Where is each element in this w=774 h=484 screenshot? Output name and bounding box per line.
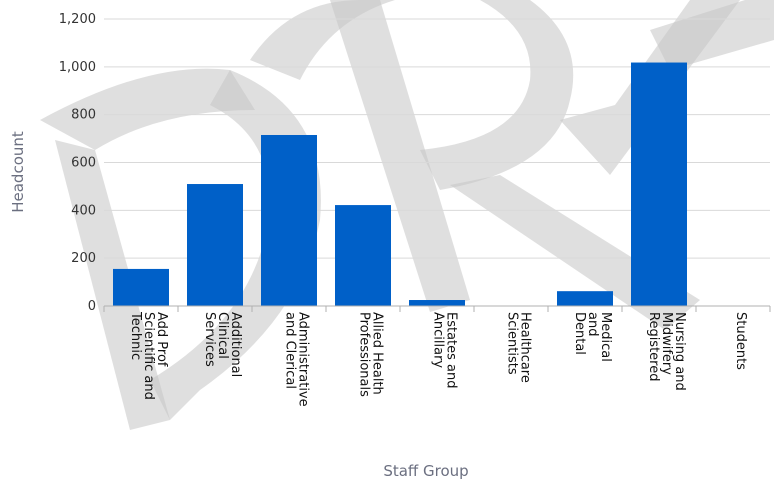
x-category-label-line: and [585,312,600,336]
x-axis-title: Staff Group [383,462,468,480]
bar[interactable] [335,205,391,306]
x-category-label-line: Clinical [215,312,230,359]
bars [113,62,687,306]
x-category-label-line: Ancillary [431,312,446,368]
y-tick-label: 1,200 [59,12,96,27]
x-category-label: Students [733,312,748,370]
bar[interactable] [261,134,317,306]
y-tick-label: 600 [71,156,96,171]
x-category-label-line: Professionals [357,312,372,397]
y-axis-title: Headcount [9,131,27,213]
axes [103,305,771,312]
x-category-label-line: Estates and [444,312,459,389]
bar[interactable] [631,62,687,306]
x-category-label-line: Allied Health [370,312,385,395]
y-tick-label: 800 [71,108,96,123]
bar[interactable] [113,268,169,306]
x-category-label-line: Nursing and [672,312,687,391]
x-category-label-line: Students [733,312,748,370]
x-category-label-line: Additional [228,312,243,377]
x-category-label-line: Scientific and [141,312,156,400]
y-tick-label: 0 [88,299,96,314]
bar[interactable] [187,184,243,306]
x-category-label-line: Midwifery [659,312,674,375]
y-tick-label: 1,000 [59,60,96,75]
bar[interactable] [557,291,613,306]
x-category-label-line: Medical [598,312,613,362]
x-category-label-line: Healthcare [518,312,533,383]
bar[interactable] [409,300,465,306]
x-category-label-line: Services [202,312,217,367]
y-tick-labels: 0 200 400 600 800 1,000 1,200 [59,12,96,314]
y-tick-label: 200 [71,251,96,266]
y-tick-label: 400 [71,203,96,218]
x-category-label-line: Registered [646,312,661,382]
x-category-label-line: and Clerical [283,312,298,389]
x-category-label-line: Add Prof [154,312,169,367]
x-category-label-line: Scientists [505,312,520,375]
x-category-label-line: Administrative [296,312,311,407]
x-category-label-line: Dental [572,312,587,355]
x-category-label-line: Technic [128,311,143,360]
